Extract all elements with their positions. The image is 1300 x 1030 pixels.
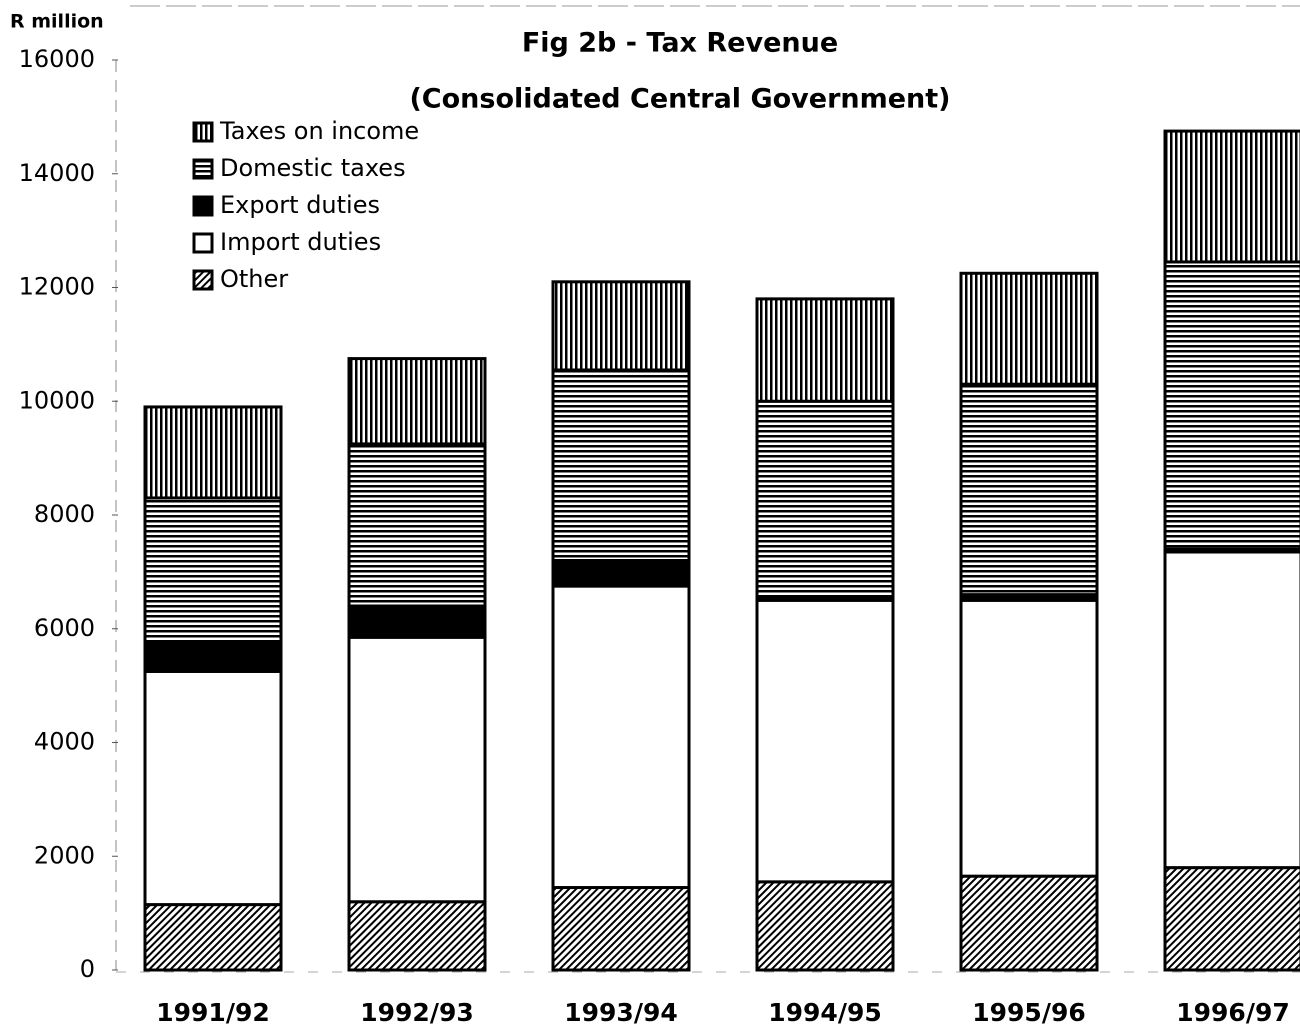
x-tick-label: 1996/97 (1176, 998, 1290, 1027)
bar-segment (347, 635, 487, 904)
bar-segment (1163, 866, 1300, 972)
bar-segment (551, 886, 691, 972)
bar-segment (959, 874, 1099, 972)
bar-segment (551, 280, 691, 372)
y-tick-label: 4000 (34, 728, 95, 756)
bar-segment (959, 598, 1099, 878)
bar-segment (959, 382, 1099, 597)
bar-segment (551, 584, 691, 890)
legend-swatch (192, 158, 214, 180)
legend-label: Domestic taxes (220, 154, 406, 182)
legend-swatch (192, 269, 214, 291)
bar-segment (755, 880, 895, 972)
bar-segment (1163, 550, 1300, 870)
legend-label: Import duties (220, 228, 381, 256)
bar-segment (143, 641, 283, 673)
bar-segment (347, 604, 487, 639)
x-tick-label: 1995/96 (972, 998, 1086, 1027)
bar-segment (1163, 260, 1300, 551)
bar-segment (551, 368, 691, 562)
chart-title: Fig 2b - Tax Revenue (522, 28, 838, 59)
y-tick-label: 14000 (19, 159, 95, 187)
y-tick-label: 6000 (34, 614, 95, 642)
bar-segment (347, 900, 487, 972)
y-tick-label: 8000 (34, 500, 95, 528)
bar-segment (551, 559, 691, 588)
legend-swatch (192, 195, 214, 217)
y-tick-label: 12000 (19, 273, 95, 301)
bar-segment (755, 297, 895, 403)
y-tick-label: 16000 (19, 45, 95, 73)
bar-segment (143, 405, 283, 500)
bar-segment (347, 357, 487, 446)
y-tick-label: 0 (80, 955, 95, 983)
legend-swatch (192, 121, 214, 143)
bar-segment (143, 496, 283, 645)
bar-segment (755, 399, 895, 599)
bar-segment (143, 669, 283, 907)
bar-segment (1163, 129, 1300, 264)
y-tick-label: 2000 (34, 841, 95, 869)
legend-swatch (192, 232, 214, 254)
y-tick-label: 10000 (19, 386, 95, 414)
legend-label: Taxes on income (219, 117, 419, 145)
x-tick-label: 1994/95 (768, 998, 882, 1027)
chart-subtitle: (Consolidated Central Government) (409, 84, 950, 115)
x-tick-label: 1992/93 (360, 998, 474, 1027)
legend-label: Export duties (220, 191, 380, 219)
bar-segment (959, 271, 1099, 386)
x-tick-label: 1991/92 (156, 998, 270, 1027)
bar-segment (755, 598, 895, 884)
bar-segment (347, 442, 487, 608)
y-axis-label: R million (10, 11, 104, 33)
legend-label: Other (220, 265, 288, 293)
x-tick-label: 1993/94 (564, 998, 678, 1027)
bar-segment (143, 903, 283, 972)
